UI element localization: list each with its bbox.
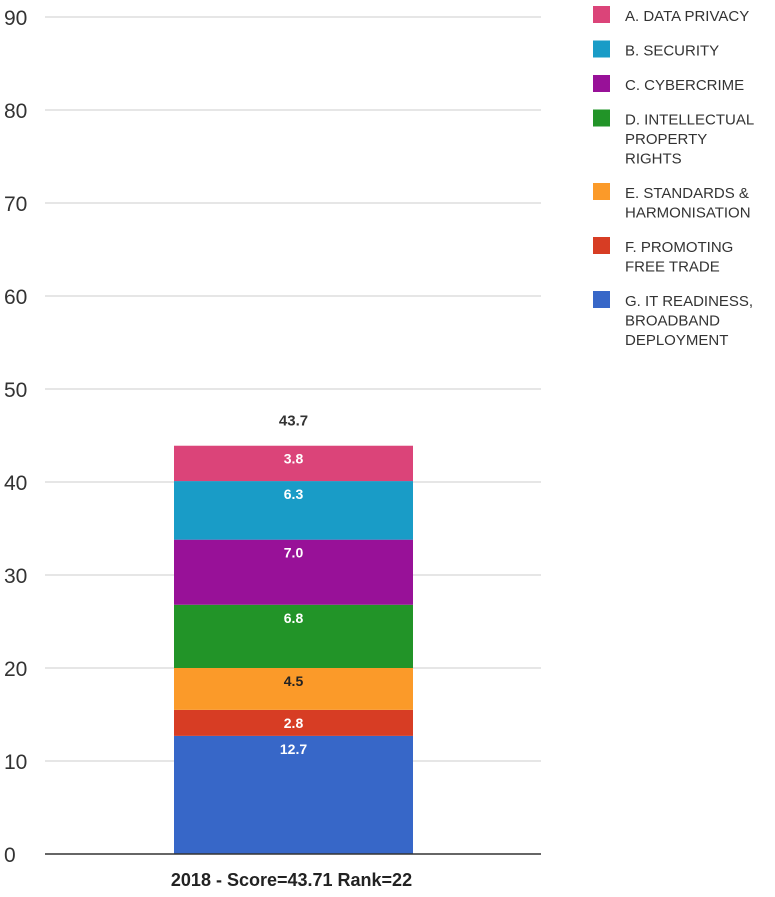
y-tick-label: 0 <box>4 844 16 867</box>
legend-label: HARMONISATION <box>625 205 751 222</box>
legend-label: BROADBAND <box>625 313 720 330</box>
y-tick-label: 50 <box>4 379 27 402</box>
legend-swatch <box>593 109 610 127</box>
legend-label: B. SECURITY <box>625 43 719 60</box>
bar-segment-c-cybercrime[interactable] <box>174 539 413 605</box>
y-tick-label: 10 <box>4 751 27 774</box>
y-axis-tick-labels: 0 10 20 30 40 50 60 70 80 90 <box>4 7 27 867</box>
segment-value-label: 7.0 <box>284 545 304 561</box>
y-tick-label: 80 <box>4 100 27 123</box>
bar-segment-f-promoting-free-trade[interactable] <box>174 709 413 736</box>
segment-value-label: 12.7 <box>280 741 307 757</box>
segment-value-label: 6.3 <box>284 486 304 502</box>
legend: A. DATA PRIVACY B. SECURITY C. CYBERCRIME D… <box>593 6 754 349</box>
bar-segment-e-standards-harmonisation[interactable] <box>174 668 413 710</box>
legend-label: FREE TRADE <box>625 259 720 276</box>
legend-swatch <box>593 75 610 92</box>
x-axis-category-label: 2018 - Score=43.71 Rank=22 <box>171 870 412 890</box>
gridlines <box>45 16 541 762</box>
y-tick-label: 60 <box>4 286 27 309</box>
legend-swatch <box>593 237 610 254</box>
y-tick-label: 70 <box>4 193 27 216</box>
bar-segment-a-data-privacy[interactable] <box>174 445 413 482</box>
stacked-bar[interactable] <box>174 445 413 854</box>
y-tick-label: 30 <box>4 565 27 588</box>
y-tick-label: 90 <box>4 7 27 30</box>
legend-label: A. DATA PRIVACY <box>625 8 749 25</box>
legend-swatch <box>593 291 610 308</box>
segment-value-label: 6.8 <box>284 610 304 626</box>
bar-segment-b-security[interactable] <box>174 481 413 540</box>
legend-swatch <box>593 40 610 58</box>
legend-label: F. PROMOTING <box>625 239 733 256</box>
segment-value-label: 3.8 <box>284 451 304 467</box>
y-tick-label: 40 <box>4 472 27 495</box>
total-value-label: 43.7 <box>279 412 308 429</box>
legend-label: G. IT READINESS, <box>625 293 753 310</box>
legend-label: PROPERTY <box>625 131 707 148</box>
legend-label: RIGHTS <box>625 151 682 168</box>
legend-swatch <box>593 183 610 200</box>
legend-label: D. INTELLECTUAL <box>625 112 754 129</box>
legend-label: C. CYBERCRIME <box>625 77 744 94</box>
legend-label: E. STANDARDS & <box>625 185 749 202</box>
segment-value-labels: 12.7 2.8 4.5 6.8 7.0 6.3 3.8 <box>280 451 307 757</box>
segment-value-label: 2.8 <box>284 715 304 731</box>
legend-swatch <box>593 6 610 23</box>
legend-label: DEPLOYMENT <box>625 332 728 349</box>
y-tick-label: 20 <box>4 658 27 681</box>
segment-value-label: 4.5 <box>284 673 304 689</box>
bar-segment-d-intellectual-property-rights[interactable] <box>174 604 413 668</box>
bar-segment-g-it-readiness-broadband-deployment[interactable] <box>174 735 413 854</box>
